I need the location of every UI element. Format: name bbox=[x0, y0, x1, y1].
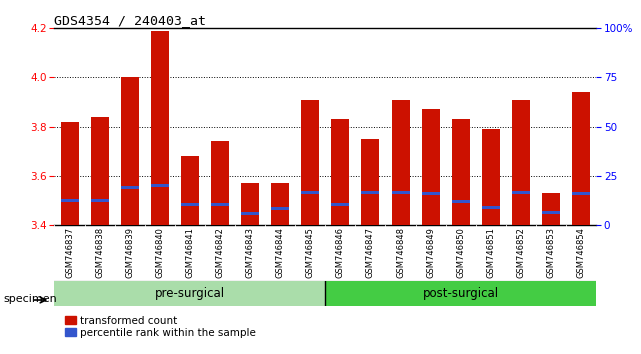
Bar bbox=[542, 211, 560, 214]
Bar bbox=[482, 129, 500, 225]
Text: GDS4354 / 240403_at: GDS4354 / 240403_at bbox=[54, 14, 206, 27]
Text: GSM746848: GSM746848 bbox=[396, 227, 405, 278]
Bar bbox=[211, 141, 229, 225]
Text: GSM746853: GSM746853 bbox=[547, 227, 556, 278]
Text: post-surgical: post-surgical bbox=[422, 287, 499, 300]
Bar bbox=[331, 119, 349, 225]
Legend: transformed count, percentile rank within the sample: transformed count, percentile rank withi… bbox=[65, 316, 256, 338]
Bar bbox=[60, 122, 79, 225]
Text: specimen: specimen bbox=[3, 294, 57, 304]
Bar bbox=[121, 78, 138, 225]
Bar bbox=[572, 92, 590, 225]
Text: GSM746854: GSM746854 bbox=[577, 227, 586, 278]
Text: GSM746847: GSM746847 bbox=[366, 227, 375, 278]
Bar bbox=[331, 204, 349, 206]
Bar bbox=[271, 207, 289, 210]
Text: GSM746845: GSM746845 bbox=[306, 227, 315, 278]
Bar bbox=[452, 200, 470, 203]
Bar bbox=[90, 117, 109, 225]
Bar bbox=[211, 203, 229, 206]
Bar bbox=[392, 191, 410, 194]
Bar bbox=[60, 199, 79, 202]
Bar bbox=[241, 183, 259, 225]
Text: GSM746838: GSM746838 bbox=[95, 227, 104, 278]
Text: GSM746850: GSM746850 bbox=[456, 227, 465, 278]
Bar bbox=[301, 99, 319, 225]
Text: GSM746840: GSM746840 bbox=[155, 227, 164, 278]
Text: GSM746843: GSM746843 bbox=[246, 227, 254, 278]
Bar bbox=[301, 191, 319, 194]
Bar bbox=[512, 99, 530, 225]
Bar bbox=[151, 31, 169, 225]
Text: GSM746849: GSM746849 bbox=[426, 227, 435, 278]
Bar bbox=[422, 109, 440, 225]
Text: GSM746839: GSM746839 bbox=[125, 227, 134, 278]
Text: GSM746842: GSM746842 bbox=[215, 227, 224, 278]
Text: GSM746846: GSM746846 bbox=[336, 227, 345, 278]
Bar bbox=[326, 281, 596, 306]
Bar bbox=[422, 192, 440, 195]
Bar bbox=[151, 184, 169, 187]
Bar bbox=[121, 186, 138, 189]
Bar bbox=[362, 191, 379, 194]
Bar bbox=[90, 199, 109, 202]
Text: GSM746841: GSM746841 bbox=[185, 227, 194, 278]
Text: GSM746837: GSM746837 bbox=[65, 227, 74, 278]
Bar bbox=[181, 156, 199, 225]
Bar bbox=[392, 99, 410, 225]
Bar bbox=[572, 192, 590, 195]
Bar bbox=[542, 193, 560, 225]
Bar bbox=[452, 119, 470, 225]
Bar bbox=[181, 203, 199, 206]
Text: GSM746852: GSM746852 bbox=[517, 227, 526, 278]
Bar bbox=[512, 191, 530, 194]
Bar bbox=[54, 281, 326, 306]
Text: GSM746851: GSM746851 bbox=[487, 227, 495, 278]
Text: GSM746844: GSM746844 bbox=[276, 227, 285, 278]
Bar bbox=[271, 183, 289, 225]
Bar bbox=[482, 206, 500, 209]
Bar bbox=[362, 139, 379, 225]
Text: pre-surgical: pre-surgical bbox=[155, 287, 225, 300]
Bar bbox=[241, 212, 259, 215]
